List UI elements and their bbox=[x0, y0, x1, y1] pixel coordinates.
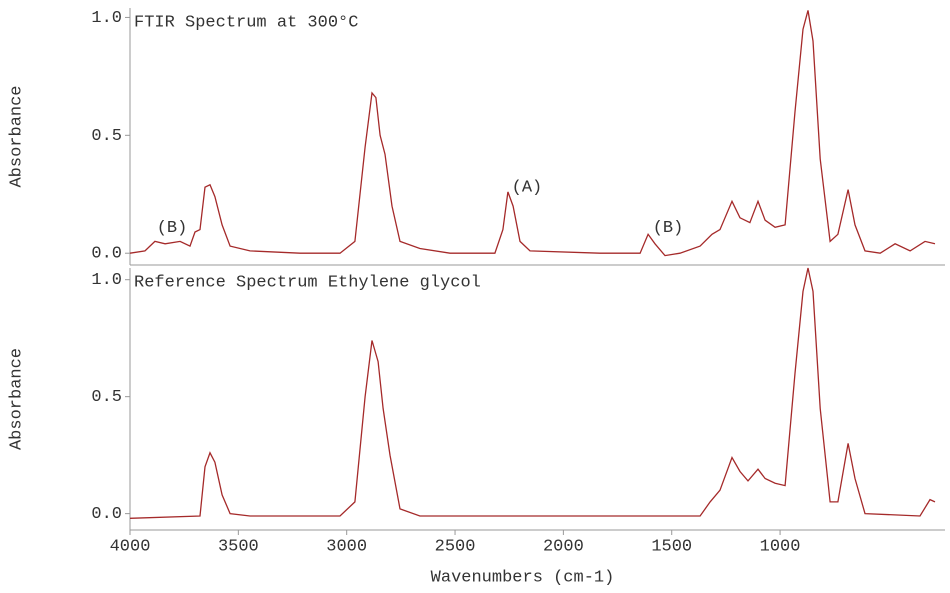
annotation: (A) bbox=[512, 179, 543, 198]
y-tick-label: 1.0 bbox=[91, 9, 122, 28]
annotation: (B) bbox=[157, 219, 188, 238]
x-tick-label: 3000 bbox=[326, 537, 367, 556]
y-tick-label: 0.5 bbox=[91, 127, 122, 146]
x-axis-label: Wavenumbers (cm-1) bbox=[431, 568, 615, 587]
y-axis-label: Absorbance bbox=[7, 348, 26, 450]
x-tick-label: 1000 bbox=[760, 537, 801, 556]
panel-title: FTIR Spectrum at 300°C bbox=[134, 13, 358, 32]
y-tick-label: 1.0 bbox=[91, 271, 122, 290]
annotation: (B) bbox=[653, 219, 684, 238]
x-tick-label: 1500 bbox=[651, 537, 692, 556]
x-tick-label: 4000 bbox=[110, 537, 151, 556]
spectrum-line bbox=[129, 267, 936, 519]
panel-title: Reference Spectrum Ethylene glycol bbox=[134, 273, 481, 292]
spectrum-line bbox=[129, 10, 936, 257]
x-tick-label: 2000 bbox=[543, 537, 584, 556]
x-tick-label: 2500 bbox=[435, 537, 476, 556]
y-tick-label: 0.0 bbox=[91, 245, 122, 264]
y-tick-label: 0.5 bbox=[91, 388, 122, 407]
x-tick-label: 3500 bbox=[218, 537, 259, 556]
y-axis-label: Absorbance bbox=[7, 85, 26, 187]
y-tick-label: 0.0 bbox=[91, 505, 122, 524]
